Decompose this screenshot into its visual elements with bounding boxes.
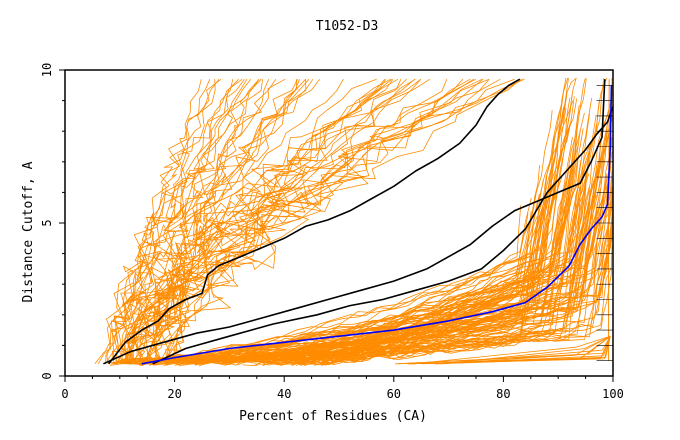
orange-series-line xyxy=(413,335,611,365)
orange-series-line xyxy=(148,78,471,365)
x-tick-label: 0 xyxy=(61,387,68,401)
orange-series-line xyxy=(299,205,613,365)
tick-group: 0 20 40 60 80 100 0 5 10 xyxy=(40,63,624,401)
orange-series-line xyxy=(143,78,490,365)
orange-series-line xyxy=(395,335,611,365)
orange-series-line xyxy=(281,123,571,365)
orange-series-line xyxy=(434,335,611,365)
orange-series-line xyxy=(436,336,611,365)
orange-series-line xyxy=(122,78,277,365)
orange-series-line xyxy=(126,252,613,364)
orange-series-line xyxy=(177,112,585,362)
highlighted-series-group xyxy=(103,78,614,365)
orange-series-line xyxy=(121,129,581,365)
orange-series-line xyxy=(128,78,431,365)
orange-series-line xyxy=(317,129,603,362)
y-tick-label: 0 xyxy=(40,372,54,379)
orange-series-line xyxy=(238,166,612,362)
black-curve-1 xyxy=(108,78,521,365)
orange-series-line xyxy=(151,78,262,365)
blue-curve xyxy=(141,85,613,365)
orange-series-line xyxy=(175,78,587,363)
orange-series-line xyxy=(123,78,393,364)
orange-series-group xyxy=(94,77,613,367)
orange-series-line xyxy=(135,78,521,365)
orange-series-line xyxy=(195,170,613,366)
orange-series-line xyxy=(97,78,243,365)
x-tick-label: 80 xyxy=(496,387,510,401)
black-curve-3 xyxy=(152,106,614,365)
orange-series-line xyxy=(135,78,344,365)
orange-series-line xyxy=(161,78,515,365)
orange-series-line xyxy=(126,78,477,365)
x-tick-label: 100 xyxy=(602,387,624,401)
orange-series-line xyxy=(138,194,540,364)
orange-series-line xyxy=(262,156,590,367)
orange-series-line xyxy=(121,79,202,364)
orange-series-line xyxy=(435,336,611,365)
orange-series-line xyxy=(313,157,579,366)
orange-series-line xyxy=(320,194,613,366)
orange-series-line xyxy=(292,174,557,366)
orange-series-line xyxy=(128,155,576,363)
y-tick-label: 5 xyxy=(40,219,54,226)
orange-series-line xyxy=(270,153,576,366)
y-axis-label: Distance Cutoff, A xyxy=(21,161,36,302)
orange-series-line xyxy=(105,78,525,364)
orange-series-line xyxy=(114,78,245,364)
orange-series-line xyxy=(127,78,239,364)
orange-series-line xyxy=(253,135,596,365)
orange-series-line xyxy=(178,217,598,367)
orange-series-line xyxy=(149,206,535,366)
x-tick-label: 20 xyxy=(167,387,181,401)
orange-series-line xyxy=(112,211,532,365)
orange-series-line xyxy=(107,78,252,365)
black-curve-2 xyxy=(103,79,606,365)
orange-series-line xyxy=(165,79,448,364)
orange-series-line xyxy=(125,78,321,365)
orange-series-line xyxy=(608,79,610,361)
orange-series-line xyxy=(105,79,263,365)
chart-title: T1052-D3 xyxy=(316,19,379,34)
orange-series-line xyxy=(126,78,422,364)
orange-series-line xyxy=(164,78,490,365)
orange-series-line xyxy=(112,78,286,364)
orange-series-line xyxy=(113,114,597,365)
orange-series-line xyxy=(120,79,402,365)
y-tick-label: 10 xyxy=(40,63,54,77)
orange-series-line xyxy=(313,101,600,363)
x-tick-label: 40 xyxy=(277,387,291,401)
orange-series-line xyxy=(137,149,563,365)
x-tick-label: 60 xyxy=(387,387,401,401)
orange-series-line xyxy=(125,79,211,365)
x-axis-label: Percent of Residues (CA) xyxy=(239,409,427,424)
orange-series-line xyxy=(209,100,574,362)
orange-series-line xyxy=(140,77,567,361)
orange-series-line xyxy=(123,79,216,365)
orange-series-line xyxy=(115,78,314,365)
